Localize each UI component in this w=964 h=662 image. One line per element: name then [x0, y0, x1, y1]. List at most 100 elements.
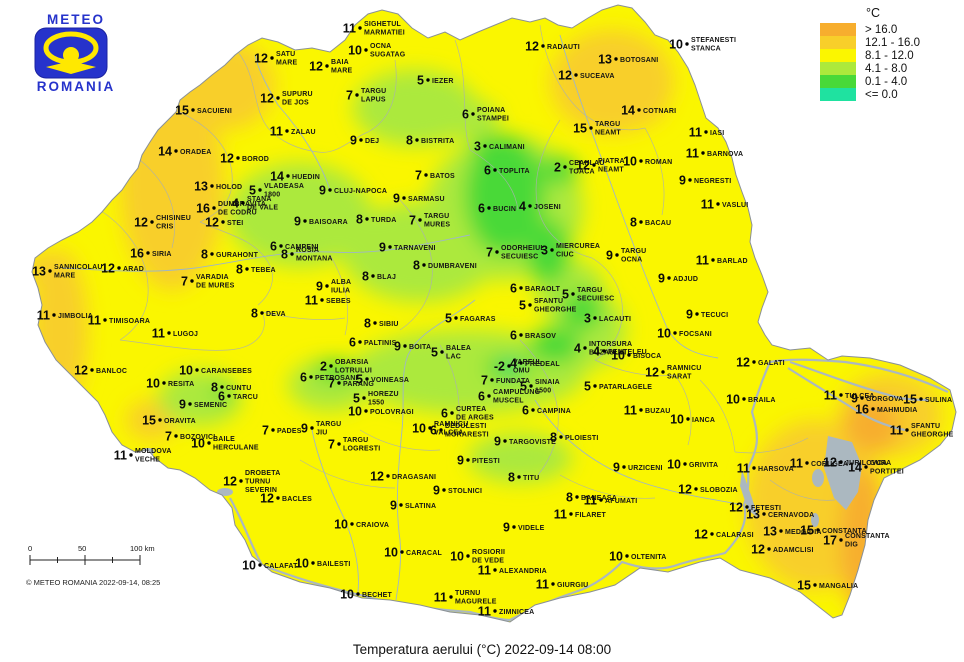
station-calarasi: 12 CALARASI: [694, 528, 753, 542]
station-dot: [593, 384, 597, 388]
station-dot: [551, 582, 555, 586]
station-temperature: 10: [191, 437, 205, 451]
station-name: SEMENIC: [194, 402, 227, 409]
station-ianca: 10 IANCA: [670, 413, 715, 427]
station-temperature: 11: [584, 494, 597, 508]
station-dot: [839, 538, 843, 542]
station-bacau: 8 BACAU: [630, 216, 671, 230]
station-name: TARGOVISTE: [509, 439, 556, 446]
station-baraolt: 6 BARAOLT: [510, 282, 560, 296]
station-name: CEAHLAU: [569, 160, 605, 167]
station-name: HOLOD: [216, 184, 242, 191]
station-temperature: 10: [609, 550, 623, 564]
station-temperature: 10: [412, 422, 426, 436]
station-name: DROBETA: [245, 470, 281, 477]
station-temperature: 6: [349, 336, 356, 350]
station-temperature: 12: [576, 159, 590, 173]
station-temperature: 11: [890, 424, 903, 438]
station-name: MURES: [424, 222, 450, 229]
station-dot: [711, 258, 715, 262]
station-temperature: 11: [737, 462, 750, 476]
station-name: SECUIESC: [501, 254, 538, 261]
legend-item: 12.1 - 16.0: [820, 36, 958, 49]
station-temperature: 5: [584, 380, 591, 394]
station-temperature: 6: [522, 404, 529, 418]
station-dot: [350, 522, 354, 526]
station-temperature: 7: [346, 89, 353, 103]
station-temperature: 4: [574, 342, 581, 356]
station-name: MARMATIEI: [364, 30, 405, 37]
station-dot: [174, 434, 178, 438]
station-temperature: 12: [260, 492, 274, 506]
station-name: BATOS: [430, 173, 455, 180]
station-name: DEVA: [266, 311, 286, 318]
station-temperature: 7: [328, 377, 335, 391]
station-dot: [637, 108, 641, 112]
station-dot: [575, 495, 579, 499]
station-medgidia: 13 MEDGIDIA: [763, 525, 821, 539]
station-name: BOITA: [409, 344, 431, 351]
station-temperature: 11: [696, 254, 709, 268]
station-cluj-napoca: 9 CLUJ-NAPOCA: [319, 184, 387, 198]
station-cuntu: 8 CUNTU: [211, 381, 251, 395]
station-name: JIMBOLIA: [58, 313, 93, 320]
station-dot: [503, 439, 507, 443]
station-temperature: 11: [343, 22, 356, 36]
station-name: SLATINA: [405, 503, 436, 510]
station-dot: [639, 408, 643, 412]
station-name: DRAGASANI: [392, 474, 436, 481]
station-fundata: 7 FUNDATA: [481, 374, 530, 388]
station-name: POIANA: [477, 107, 505, 114]
station-dot: [602, 349, 606, 353]
station-dot: [704, 130, 708, 134]
station-temperature: 11: [686, 147, 699, 161]
station-name: SACUIENI: [197, 108, 232, 115]
station-name: VALCEA: [434, 430, 463, 437]
station-name: 1800: [264, 192, 280, 199]
station-temperature: 11: [554, 508, 567, 522]
station-temperature: 8: [630, 216, 637, 230]
station-barnova: 11 BARNOVA: [686, 147, 743, 161]
map-caption: Temperatura aerului (°C) 2022-09-14 08:0…: [352, 642, 612, 657]
station-temperature: 8: [413, 259, 420, 273]
station-temperature: 6: [270, 240, 277, 254]
station-giurgiu: 11 GIURGIU: [536, 578, 588, 592]
station-temperature: 12: [134, 216, 148, 230]
station-temperature: 5: [519, 299, 526, 313]
station-temperature: 2: [320, 360, 327, 374]
station-name: URZICENI: [628, 465, 663, 472]
station-semenic: 9 SEMENIC: [179, 398, 227, 412]
station-name: CORUGEA: [811, 461, 848, 468]
station-timisoara: 11 TIMISOARA: [88, 314, 150, 328]
station-targu-lapus: 7 TARGU LAPUS: [346, 88, 386, 104]
station-name: FETESTI: [751, 505, 781, 512]
station-temperature: 14: [848, 461, 862, 475]
station-videle: 9 VIDELE: [503, 521, 544, 535]
station-dot: [710, 532, 714, 536]
station-name: VECHE: [135, 457, 160, 464]
station-name: PITESTI: [472, 458, 500, 465]
station-dot: [402, 196, 406, 200]
station-petrosani: 6 PETROSANI: [300, 371, 357, 385]
station-temperature: 10: [295, 557, 309, 571]
station-temperature: 11: [536, 578, 549, 592]
station-dot: [493, 609, 497, 613]
station-dot: [450, 411, 454, 415]
station-name: BACAU: [645, 220, 671, 227]
station-dot: [563, 165, 567, 169]
station-adjud: 9 ADJUD: [658, 272, 698, 286]
legend-color-swatch: [820, 88, 856, 101]
station-bozovici: 7 BOZOVICI: [165, 430, 215, 444]
station-name: ARAD: [123, 266, 144, 273]
station-braila: 10 BRAILA: [726, 393, 775, 407]
station-temperature: 11: [114, 449, 127, 463]
station-name: SUPURU: [282, 91, 313, 98]
station-temperature: 8: [566, 491, 573, 505]
legend-color-swatch: [820, 23, 856, 36]
station-dot: [271, 428, 275, 432]
station-temperature: 10: [623, 155, 637, 169]
station-dot: [174, 149, 178, 153]
station-temperature: 11: [689, 126, 702, 140]
station-dot: [207, 441, 211, 445]
map-scale-bar: 0 50 100 km: [26, 544, 196, 566]
